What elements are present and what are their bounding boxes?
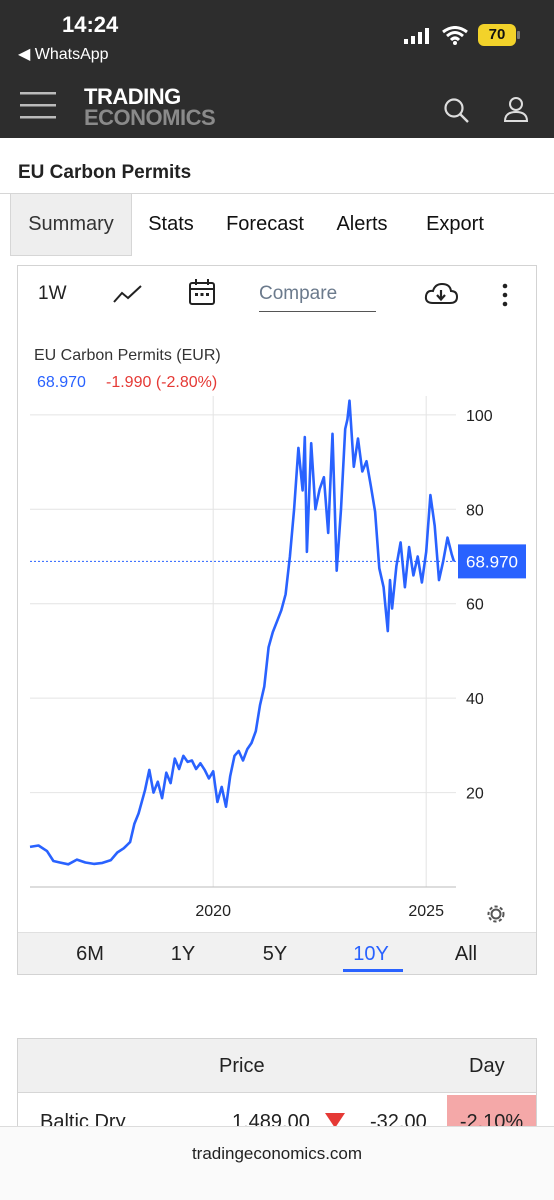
range-10y[interactable]: 10Y [353, 943, 389, 965]
y-tick-label: 40 [466, 691, 484, 708]
range-all[interactable]: All [454, 943, 478, 965]
site-header: TRADING ECONOMICS [0, 70, 554, 138]
more-icon[interactable] [501, 283, 509, 307]
column-header-day[interactable]: Day [469, 1055, 505, 1077]
table-header: Price Day [18, 1039, 536, 1093]
tab-export[interactable]: Export [426, 213, 484, 235]
search-icon[interactable] [443, 97, 471, 125]
markets-table: Price Day Baltic Dry 1,489.00 -32.00 -2.… [17, 1038, 537, 1141]
status-bar: 14:24 ◀ WhatsApp 70 [0, 0, 554, 70]
y-tick-label: 60 [466, 597, 484, 614]
user-icon[interactable] [503, 96, 529, 124]
y-tick-label: 80 [466, 502, 484, 519]
browser-url-bar: tradingeconomics.com [0, 1126, 554, 1200]
range-1y[interactable]: 1Y [170, 943, 196, 965]
interval-selector[interactable]: 1W [38, 283, 67, 304]
tab-forecast[interactable]: Forecast [226, 213, 304, 235]
active-range-underline [343, 969, 403, 972]
battery-indicator: 70 [478, 24, 516, 46]
last-value-badge [458, 544, 526, 579]
page-title: EU Carbon Permits [18, 162, 192, 183]
compare-input[interactable]: Compare [259, 283, 376, 312]
tab-stats[interactable]: Stats [148, 213, 194, 235]
column-header-price[interactable]: Price [219, 1055, 265, 1077]
x-tick-label: 2025 [408, 903, 444, 920]
y-tick-label: 20 [466, 786, 484, 803]
y-tick-label: 100 [466, 408, 493, 425]
range-5y[interactable]: 5Y [262, 943, 288, 965]
back-to-app-link[interactable]: ◀ WhatsApp [18, 46, 109, 63]
tab-bar: Summary Stats Forecast Alerts Export [0, 194, 554, 256]
signal-icon [404, 28, 429, 44]
chart-change: -1.990 (-2.80%) [106, 374, 218, 391]
menu-icon[interactable] [20, 90, 56, 120]
divider [0, 193, 554, 194]
logo-line-2[interactable]: ECONOMICS [84, 105, 216, 130]
calendar-icon[interactable] [188, 278, 216, 306]
logo-line-1[interactable]: TRADING [84, 84, 181, 109]
chart-card: 1W Compare 100 80 60 40 20 2020 2025 68.970 EU … [17, 265, 537, 975]
range-6m[interactable]: 6M [76, 943, 104, 965]
chart-title: EU Carbon Permits (EUR) [34, 347, 221, 364]
chart-last-price: 68.970 [37, 374, 86, 391]
url-text[interactable]: tradingeconomics.com [191, 1144, 363, 1163]
download-icon[interactable] [424, 282, 458, 306]
down-arrow-icon [325, 1113, 345, 1128]
line-chart-icon[interactable] [113, 283, 143, 305]
battery-tip [517, 31, 520, 39]
tab-alerts[interactable]: Alerts [336, 213, 388, 235]
settings-icon[interactable] [484, 902, 508, 926]
price-line [29, 399, 456, 866]
last-value-label: 68.970 [466, 552, 518, 571]
tab-summary[interactable]: Summary [10, 194, 132, 256]
x-tick-label: 2020 [195, 903, 231, 920]
clock: 14:24 [62, 12, 119, 37]
range-selector: 6M 1Y 5Y 10Y All [18, 932, 536, 974]
wifi-icon [442, 26, 468, 45]
